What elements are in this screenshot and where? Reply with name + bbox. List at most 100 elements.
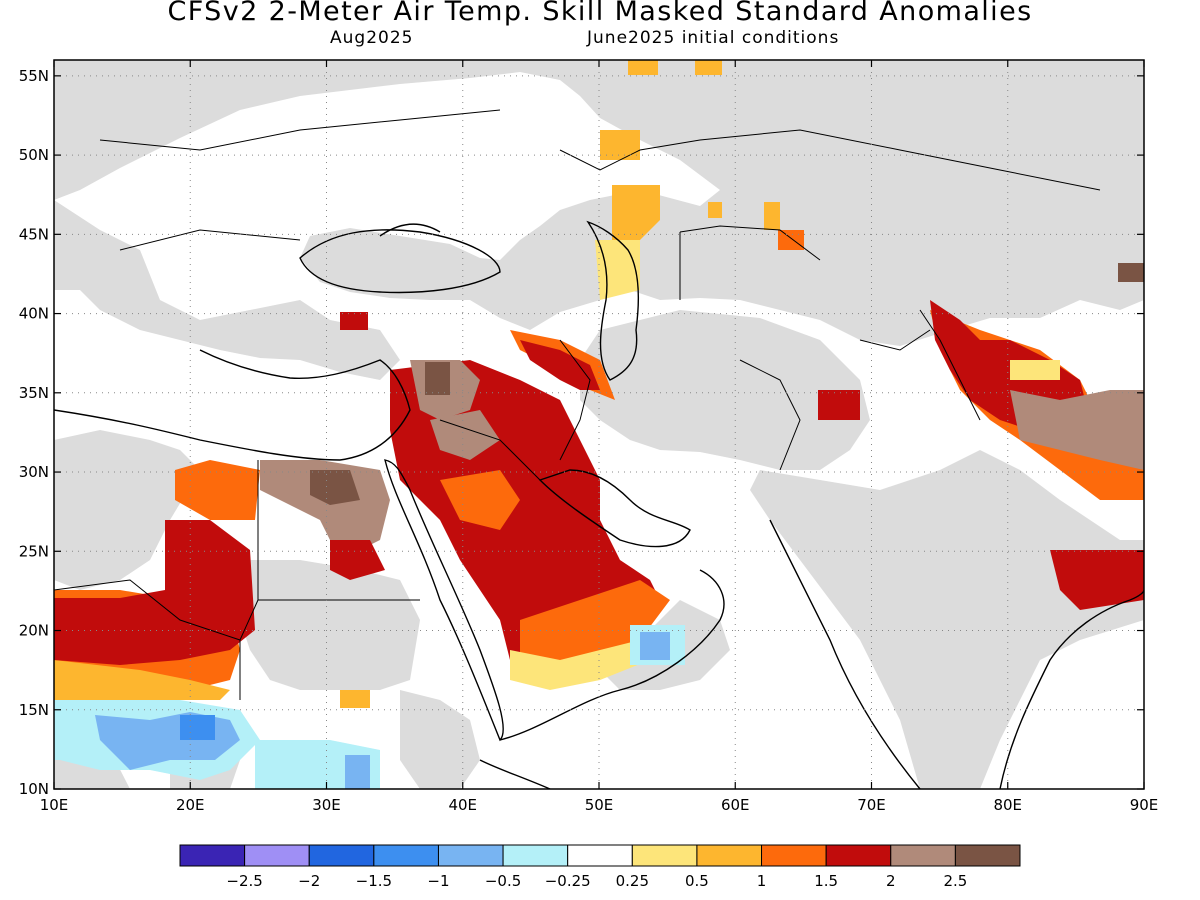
- legend-label: 2: [886, 872, 896, 890]
- anomaly-bengal-red: [1050, 550, 1144, 610]
- anomaly-sahel-blue-dark: [180, 715, 215, 740]
- masked-balkans: [54, 200, 400, 380]
- border-russia-kazakh: [559, 129, 1101, 191]
- legend-label: −2: [298, 872, 320, 890]
- border-iran-iraq: [559, 339, 591, 461]
- masked-regions: [54, 60, 1144, 789]
- anomaly-mongolia-dark: [1118, 263, 1144, 282]
- anomaly-sudan-red: [330, 540, 385, 580]
- coast-black-sea: [299, 229, 501, 294]
- anomaly-kazakh-orange: [778, 230, 804, 250]
- legend-swatch: [696, 844, 763, 867]
- legend-swatch: [954, 844, 1021, 867]
- lat-label: 40N: [19, 305, 49, 323]
- border-india-china: [919, 309, 981, 421]
- anomaly-russia-yellow-1: [628, 60, 658, 75]
- legend-swatch: [567, 844, 633, 867]
- border-balkans: [119, 229, 301, 251]
- lat-label: 45N: [19, 225, 49, 243]
- legend-swatch: [308, 844, 375, 867]
- coast-red-sea: [384, 459, 504, 742]
- lon-label: 10E: [40, 796, 69, 814]
- coastlines: [54, 220, 1144, 789]
- anomaly-egypt-brown: [260, 460, 390, 560]
- lat-label: 15N: [19, 701, 49, 719]
- coast-black-sea-north: [379, 223, 441, 237]
- lon-label: 40E: [448, 796, 477, 814]
- legend-label: 0.25: [616, 872, 649, 890]
- warm-anomalies: [54, 60, 1144, 710]
- border-chad-niger: [54, 579, 241, 641]
- anomaly-levant-dark: [425, 362, 450, 395]
- map-title: CFSv2 2-Meter Air Temp. Skill Masked Sta…: [167, 0, 1033, 27]
- anomaly-oman-blue: [640, 632, 670, 660]
- legend-label: 0.5: [685, 872, 709, 890]
- masked-india: [750, 450, 1144, 789]
- anomaly-russia-yellow-2: [695, 60, 722, 75]
- border-kazakh-south: [679, 225, 821, 261]
- anomaly-caspian-yellow-2: [612, 185, 660, 240]
- legend-label: −2.5: [226, 872, 262, 890]
- coast-india-east: [999, 589, 1144, 789]
- anomaly-tibet-yellow: [1010, 360, 1060, 380]
- anomaly-afghan-red: [818, 390, 860, 420]
- anomaly-caucasus-red: [520, 340, 600, 390]
- anomaly-sudan-yellow: [340, 690, 370, 708]
- coast-india-west: [769, 519, 921, 789]
- border-afghan-pak: [739, 359, 801, 471]
- lat-label: 30N: [19, 463, 49, 481]
- legend-swatch: [244, 844, 310, 867]
- legend-swatch: [502, 844, 569, 867]
- anomaly-caspian-yellow-1: [600, 130, 640, 160]
- legend-label: 2.5: [943, 872, 967, 890]
- lat-label: 55N: [19, 67, 49, 85]
- legend-swatch: [179, 844, 246, 867]
- anomaly-turkey-red: [340, 312, 368, 330]
- valid-month-label: Aug2025: [330, 28, 414, 48]
- coast-persian-gulf: [538, 469, 691, 548]
- masked-ethiopia: [400, 690, 480, 789]
- masked-sudan: [240, 560, 420, 690]
- legend-label: −0.5: [485, 872, 521, 890]
- legend-swatch: [373, 844, 439, 867]
- lat-label: 25N: [19, 542, 49, 560]
- initial-conditions-label: June2025 initial conditions: [587, 28, 840, 48]
- legend-swatch: [631, 844, 698, 867]
- lon-label: 70E: [857, 796, 886, 814]
- country-borders: [54, 109, 1101, 700]
- legend-label: −1.5: [356, 872, 392, 890]
- lat-label: 10N: [19, 780, 49, 798]
- coast-mediterranean: [54, 349, 411, 461]
- masked-iran-central: [580, 310, 870, 470]
- map-field: [54, 60, 1144, 789]
- border-jordan-saudi: [439, 419, 541, 481]
- anomaly-arabia-orange: [520, 580, 670, 670]
- lat-label: 50N: [19, 146, 49, 164]
- lon-label: 30E: [312, 796, 341, 814]
- coast-horn-africa: [479, 759, 551, 789]
- anomaly-kazakh-yellow: [708, 202, 722, 218]
- lon-label: 50E: [585, 796, 614, 814]
- anomaly-tibet-brown: [1010, 390, 1144, 470]
- legend-swatch: [437, 844, 504, 867]
- anomaly-ethiopia-blue: [345, 755, 370, 789]
- anomaly-arabia-yellow: [510, 640, 650, 690]
- color-legend: −2.5 −2 −1.5 −1 −0.5 −0.25 0.25 0.5 1 1.5 2 2.5: [179, 844, 1021, 890]
- lon-label: 80E: [993, 796, 1022, 814]
- lon-label: 60E: [721, 796, 750, 814]
- legend-label: 1: [757, 872, 767, 890]
- anomaly-chad-yellow: [54, 660, 230, 710]
- legend-label: −1: [427, 872, 449, 890]
- legend-label: 1.5: [814, 872, 838, 890]
- anomaly-kazakh-yellow-2: [764, 202, 780, 230]
- anomaly-egypt-dark: [310, 470, 360, 505]
- border-tajik: [859, 329, 931, 351]
- legend-swatch: [825, 844, 892, 867]
- lon-label: 90E: [1130, 796, 1159, 814]
- legend-swatch: [761, 844, 827, 867]
- lat-label: 35N: [19, 384, 49, 402]
- lon-label: 20E: [176, 796, 205, 814]
- legend-swatch: [890, 844, 956, 867]
- masked-europe-russia: [54, 60, 1144, 346]
